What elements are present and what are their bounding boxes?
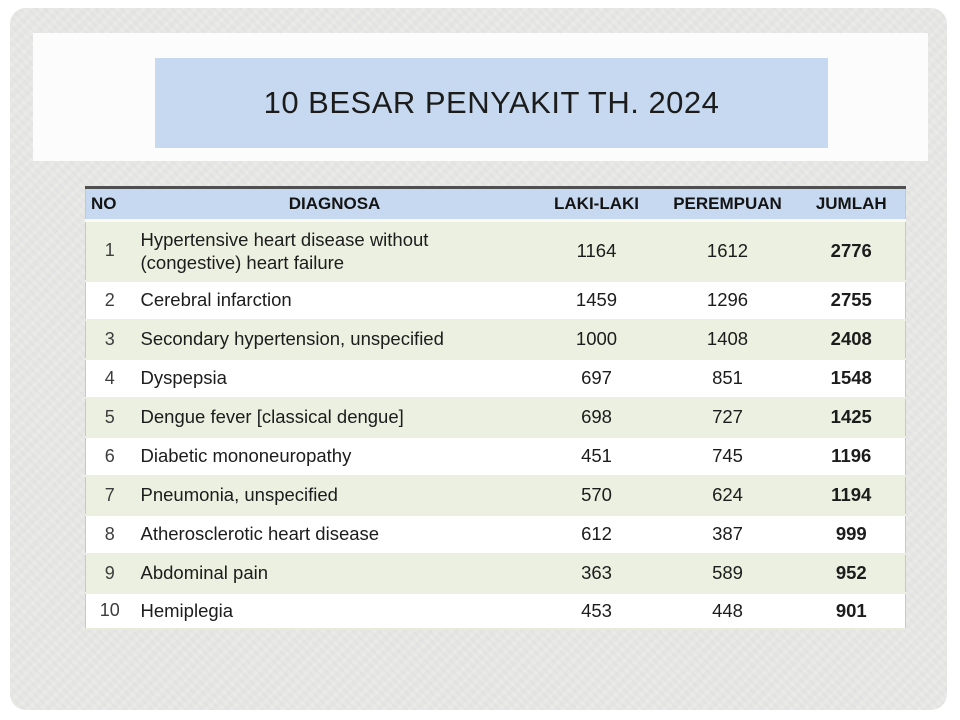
cell-no: 1 <box>104 240 115 261</box>
cell-jumlah: 901 <box>797 591 906 629</box>
table-row: 8 Atherosclerotic heart disease 612 387 … <box>85 513 906 554</box>
cell-perempuan: 624 <box>657 474 798 515</box>
cell-laki-laki: 363 <box>535 552 658 593</box>
cell-laki-laki: 697 <box>535 357 658 398</box>
cell-laki-laki: 1164 <box>576 239 617 261</box>
cell-laki-laki: 451 <box>535 435 658 476</box>
cell-diagnosa: Atherosclerotic heart disease <box>133 513 536 554</box>
cell-diagnosa: Dengue fever [classical dengue] <box>133 396 536 437</box>
cell-jumlah: 2776 <box>830 239 872 261</box>
title-band: 10 BESAR PENYAKIT TH. 2024 <box>33 33 928 161</box>
column-header-no: NO <box>85 187 134 222</box>
cell-diagnosa: Dyspepsia <box>133 357 536 398</box>
column-header-perempuan: PEREMPUAN <box>657 187 798 222</box>
cell-no: 7 <box>85 474 134 515</box>
cell-laki-laki: 698 <box>535 396 658 437</box>
cell-perempuan: 1612 <box>706 239 749 261</box>
table-row: 10 Hemiplegia 453 448 901 <box>85 591 906 629</box>
cell-no: 4 <box>85 357 134 398</box>
cell-jumlah: 1196 <box>797 435 906 476</box>
cell-jumlah: 1425 <box>797 396 906 437</box>
column-header-laki-laki: LAKI-LAKI <box>535 187 658 222</box>
table-row: 9 Abdominal pain 363 589 952 <box>85 552 906 593</box>
cell-laki-laki: 570 <box>535 474 658 515</box>
cell-diagnosa: Secondary hypertension, unspecified <box>133 318 536 359</box>
cell-perempuan: 387 <box>657 513 798 554</box>
cell-diagnosa: Cerebral infarction <box>133 279 536 320</box>
cell-no: 2 <box>85 279 134 320</box>
cell-no: 10 <box>85 591 134 629</box>
cell-no: 6 <box>85 435 134 476</box>
cell-jumlah: 999 <box>797 513 906 554</box>
cell-no: 5 <box>85 396 134 437</box>
table-row: 5 Dengue fever [classical dengue] 698 72… <box>85 396 906 437</box>
cell-diagnosa: Hypertensive heart disease without (cong… <box>140 228 429 273</box>
title-box: 10 BESAR PENYAKIT TH. 2024 <box>155 58 828 148</box>
cell-jumlah: 2755 <box>797 279 906 320</box>
cell-jumlah: 2408 <box>797 318 906 359</box>
cell-jumlah: 1548 <box>797 357 906 398</box>
table-row: 7 Pneumonia, unspecified 570 624 1194 <box>85 474 906 515</box>
diseases-table: NO DIAGNOSA LAKI-LAKI PEREMPUAN JUMLAH 1… <box>85 186 906 630</box>
column-header-jumlah: JUMLAH <box>797 187 906 222</box>
table-row: 3 Secondary hypertension, unspecified 10… <box>85 318 906 359</box>
cell-diagnosa: Hemiplegia <box>133 591 536 629</box>
cell-diagnosa: Diabetic mononeuropathy <box>133 435 536 476</box>
diseases-table-container: NO DIAGNOSA LAKI-LAKI PEREMPUAN JUMLAH 1… <box>85 186 906 630</box>
cell-perempuan: 745 <box>657 435 798 476</box>
cell-laki-laki: 612 <box>535 513 658 554</box>
cell-perempuan: 727 <box>657 396 798 437</box>
cell-no: 3 <box>85 318 134 359</box>
cell-no: 8 <box>85 513 134 554</box>
cell-perempuan: 1408 <box>657 318 798 359</box>
cell-perempuan: 589 <box>657 552 798 593</box>
cell-perempuan: 851 <box>657 357 798 398</box>
table-row: 1 Hypertensive heart disease without (co… <box>85 220 906 281</box>
cell-perempuan: 448 <box>657 591 798 629</box>
cell-diagnosa: Pneumonia, unspecified <box>133 474 536 515</box>
table-header-row: NO DIAGNOSA LAKI-LAKI PEREMPUAN JUMLAH <box>85 187 906 222</box>
table-row: 2 Cerebral infarction 1459 1296 2755 <box>85 279 906 320</box>
cell-jumlah: 952 <box>797 552 906 593</box>
cell-no: 9 <box>85 552 134 593</box>
cell-laki-laki: 1459 <box>535 279 658 320</box>
cell-jumlah: 1194 <box>797 474 906 515</box>
table-row: 4 Dyspepsia 697 851 1548 <box>85 357 906 398</box>
cell-laki-laki: 1000 <box>535 318 658 359</box>
column-header-diagnosa: DIAGNOSA <box>133 187 536 222</box>
table-row: 6 Diabetic mononeuropathy 451 745 1196 <box>85 435 906 476</box>
slide-canvas: 10 BESAR PENYAKIT TH. 2024 NO DIAGNOSA L… <box>10 8 947 710</box>
cell-diagnosa: Abdominal pain <box>133 552 536 593</box>
cell-laki-laki: 453 <box>535 591 658 629</box>
page-title: 10 BESAR PENYAKIT TH. 2024 <box>263 85 720 120</box>
cell-perempuan: 1296 <box>657 279 798 320</box>
